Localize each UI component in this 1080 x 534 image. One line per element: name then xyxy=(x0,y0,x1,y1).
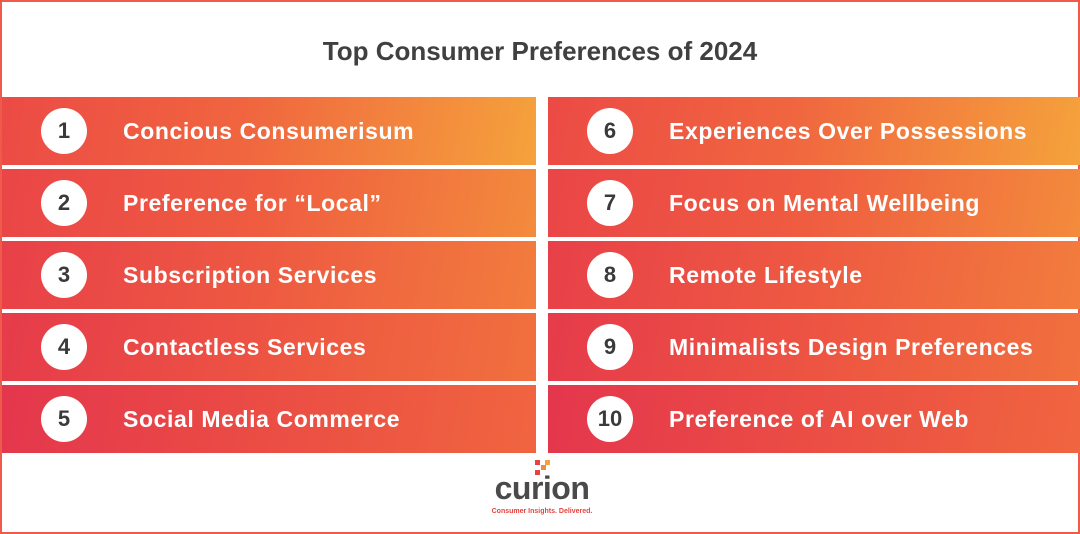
list-item: 4 Contactless Services xyxy=(2,313,536,381)
list-item: 3 Subscription Services xyxy=(2,241,536,309)
item-label: Social Media Commerce xyxy=(123,405,401,432)
item-number-badge: 6 xyxy=(587,108,633,154)
curion-logo: curion Consumer Insights. Delivered. xyxy=(442,460,642,520)
item-number-badge: 10 xyxy=(587,396,633,442)
list-item: 5 Social Media Commerce xyxy=(2,385,536,453)
item-number-badge: 5 xyxy=(41,396,87,442)
item-number-badge: 4 xyxy=(41,324,87,370)
item-label: Minimalists Design Preferences xyxy=(669,333,1034,360)
item-number-badge: 2 xyxy=(41,180,87,226)
logo-tagline: Consumer Insights. Delivered. xyxy=(491,508,593,515)
item-number-badge: 8 xyxy=(587,252,633,298)
left-column: 1 Concious Consumerisum 2 Preference for… xyxy=(2,97,536,457)
right-column: 6 Experiences Over Possessions 7 Focus o… xyxy=(548,97,1080,457)
page-title: Top Consumer Preferences of 2024 xyxy=(322,36,758,66)
item-number-badge: 7 xyxy=(587,180,633,226)
pixel-mark-icon xyxy=(535,460,551,476)
item-number-badge: 3 xyxy=(41,252,87,298)
list-item: 9 Minimalists Design Preferences xyxy=(548,313,1080,381)
list-item: 7 Focus on Mental Wellbeing xyxy=(548,169,1080,237)
item-label: Experiences Over Possessions xyxy=(669,117,1028,144)
item-number-badge: 9 xyxy=(587,324,633,370)
item-number-badge: 1 xyxy=(41,108,87,154)
list-item: 6 Experiences Over Possessions xyxy=(548,97,1080,165)
item-label: Preference of AI over Web xyxy=(669,405,970,432)
item-label: Concious Consumerisum xyxy=(123,117,415,144)
list-item: 1 Concious Consumerisum xyxy=(2,97,536,165)
list-item: 8 Remote Lifestyle xyxy=(548,241,1080,309)
item-label: Preference for “Local” xyxy=(123,189,382,216)
item-label: Contactless Services xyxy=(123,333,367,360)
logo-wordmark: curion xyxy=(494,470,590,506)
item-label: Subscription Services xyxy=(123,261,378,288)
list-item: 10 Preference of AI over Web xyxy=(548,385,1080,453)
item-label: Focus on Mental Wellbeing xyxy=(669,189,981,216)
list-item: 2 Preference for “Local” xyxy=(2,169,536,237)
item-label: Remote Lifestyle xyxy=(669,261,863,288)
